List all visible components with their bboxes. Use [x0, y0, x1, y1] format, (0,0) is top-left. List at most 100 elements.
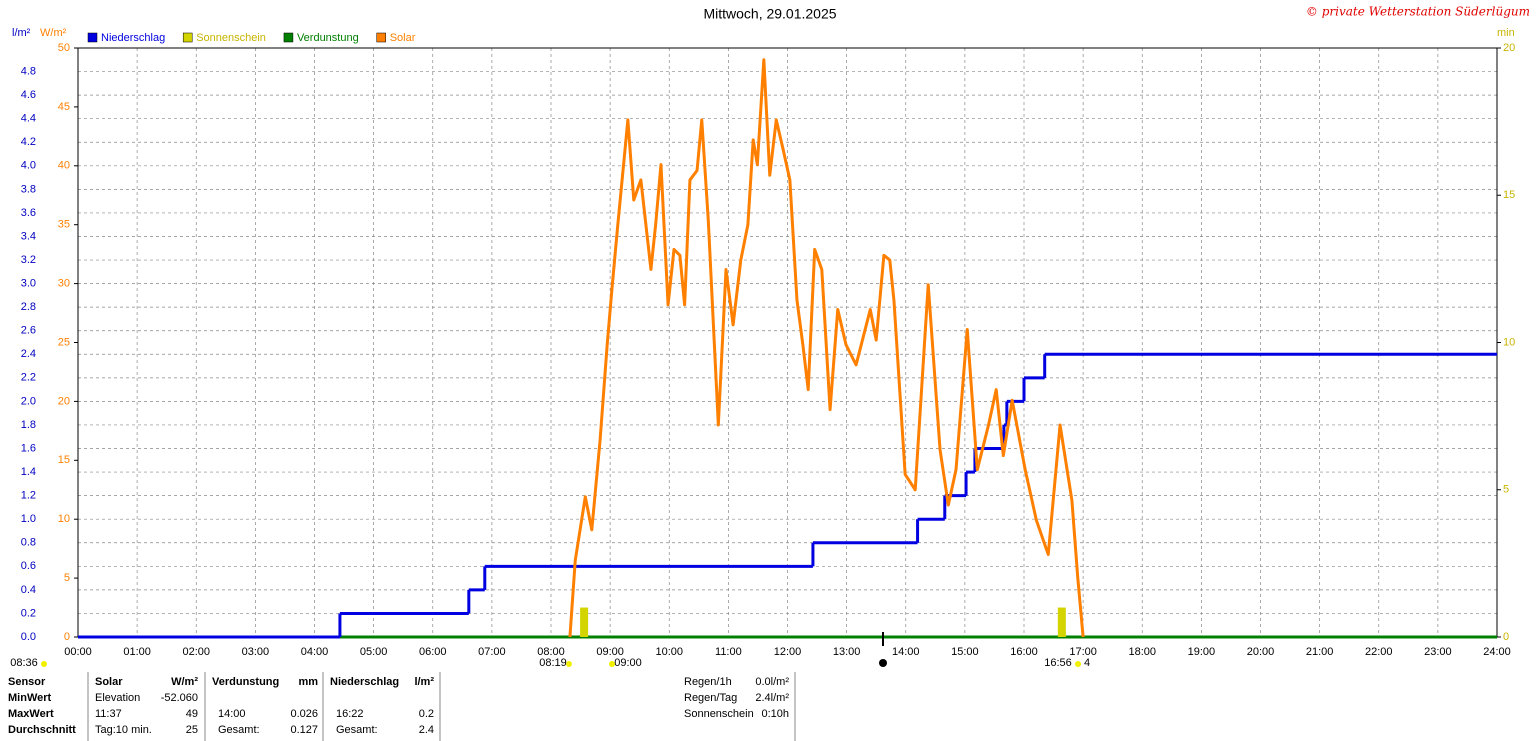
info-cell: 0.0l/m² — [755, 676, 789, 688]
y-tick-label: 1.2 — [21, 490, 36, 502]
info-cell: Regen/Tag — [684, 692, 737, 704]
x-tick-label: 09:00 — [596, 646, 624, 658]
time-annotation: 08:19 — [539, 657, 567, 669]
y-tick-label: 0.4 — [21, 584, 36, 596]
x-tick-label: 02:00 — [182, 646, 210, 658]
x-tick-label: 11:00 — [715, 646, 742, 658]
table-cell: Elevation — [95, 692, 140, 704]
y-tick-label: 2.0 — [21, 395, 36, 407]
y-tick-label: 3.2 — [21, 254, 36, 266]
table-cell: Gesamt: — [336, 724, 378, 736]
row-label: MinWert — [8, 692, 52, 704]
y-tick-label: 1.8 — [21, 419, 36, 431]
table-header: Sensor — [8, 676, 46, 688]
table-cell: Gesamt: — [218, 724, 260, 736]
x-tick-label: 23:00 — [1424, 646, 1452, 658]
time-annotation: 09:00 — [614, 657, 642, 669]
x-tick-label: 03:00 — [242, 646, 270, 658]
x-tick-label: 12:00 — [774, 646, 802, 658]
x-tick-label: 00:00 — [64, 646, 92, 658]
y3-tick-label: 10 — [58, 513, 70, 525]
legend-label: Sonnenschein — [196, 32, 266, 44]
table-cell: 11:37 — [95, 708, 122, 720]
info-cell: Regen/1h — [684, 676, 732, 688]
table-cell: 2.4 — [419, 724, 434, 736]
table-cell: 16:22 — [336, 708, 364, 720]
time-annotation: 4 — [1084, 657, 1090, 669]
row-label: Durchschnitt — [8, 724, 76, 736]
y-tick-label: 4.4 — [21, 113, 36, 125]
x-tick-label: 16:00 — [1010, 646, 1038, 658]
legend-label: Niederschlag — [101, 32, 165, 44]
table-cell: 0.127 — [290, 724, 318, 736]
y3-tick-label: 5 — [64, 572, 70, 584]
row-label: MaxWert — [8, 708, 54, 720]
y3-tick-label: 50 — [58, 42, 70, 54]
table-cell: 49 — [186, 708, 198, 720]
legend-label: Solar — [390, 32, 416, 44]
y3-tick-label: 35 — [58, 219, 70, 231]
y3-tick-label: 15 — [58, 454, 70, 466]
x-tick-label: 10:00 — [655, 646, 683, 658]
y-tick-label: 2.2 — [21, 372, 36, 384]
y-tick-label: 2.8 — [21, 301, 36, 313]
sunshine-bar — [580, 607, 589, 637]
marker — [879, 659, 887, 667]
chart-title: Mittwoch, 29.01.2025 — [703, 6, 836, 22]
y-tick-label: 3.8 — [21, 183, 36, 195]
table-header: W/m² — [171, 676, 198, 688]
y3-axis-label: W/m² — [40, 27, 67, 39]
marker — [41, 661, 47, 667]
y-tick-label: 3.6 — [21, 207, 36, 219]
y-axis-label: l/m² — [12, 27, 31, 39]
marker — [1075, 661, 1081, 667]
y-tick-label: 2.6 — [21, 325, 36, 337]
series-line — [568, 58, 1085, 638]
info-cell: 2.4l/m² — [755, 692, 789, 704]
x-tick-label: 04:00 — [301, 646, 329, 658]
x-tick-label: 06:00 — [419, 646, 447, 658]
table-cell: 25 — [186, 724, 198, 736]
x-tick-label: 19:00 — [1188, 646, 1216, 658]
y3-tick-label: 40 — [58, 160, 70, 172]
y3-tick-label: 20 — [58, 395, 70, 407]
marker — [566, 661, 572, 667]
y-tick-label: 4.6 — [21, 89, 36, 101]
y-tick-label: 4.2 — [21, 136, 36, 148]
copyright: © private Wetterstation Süderlügum — [1306, 5, 1530, 19]
y-tick-label: 1.0 — [21, 513, 36, 525]
x-tick-label: 13:00 — [833, 646, 861, 658]
x-tick-label: 21:00 — [1306, 646, 1334, 658]
y2-tick-label: 5 — [1503, 484, 1509, 496]
table-cell: Tag:10 min. — [95, 724, 152, 736]
x-tick-label: 05:00 — [360, 646, 388, 658]
table-cell: 14:00 — [218, 708, 246, 720]
y3-tick-label: 45 — [58, 101, 70, 113]
y2-tick-label: 15 — [1503, 189, 1515, 201]
table-header: Solar — [95, 676, 123, 688]
marker — [609, 661, 615, 667]
sunshine-bar — [1057, 607, 1066, 637]
y2-axis-label: min — [1497, 27, 1515, 39]
legend-label: Verdunstung — [297, 32, 359, 44]
y2-tick-label: 10 — [1503, 336, 1515, 348]
legend-swatch — [87, 32, 98, 43]
x-tick-label: 20:00 — [1247, 646, 1275, 658]
x-tick-label: 14:00 — [892, 646, 920, 658]
legend-swatch — [376, 32, 386, 43]
time-annotation: 16:56 — [1044, 657, 1072, 669]
y-tick-label: 2.4 — [21, 348, 36, 360]
table-header: Verdunstung — [212, 676, 279, 688]
x-tick-label: 08:00 — [537, 646, 565, 658]
y-tick-label: 0.0 — [21, 631, 36, 643]
table-header: Niederschlag — [330, 676, 399, 688]
y-tick-label: 0.8 — [21, 537, 36, 549]
x-tick-label: 01:00 — [123, 646, 151, 658]
x-tick-label: 17:00 — [1069, 646, 1097, 658]
y-tick-label: 4.8 — [21, 65, 36, 77]
y-tick-label: 3.0 — [21, 278, 36, 290]
x-tick-label: 15:00 — [951, 646, 979, 658]
info-cell: 0:10h — [761, 708, 789, 720]
y-tick-label: 1.6 — [21, 442, 36, 454]
